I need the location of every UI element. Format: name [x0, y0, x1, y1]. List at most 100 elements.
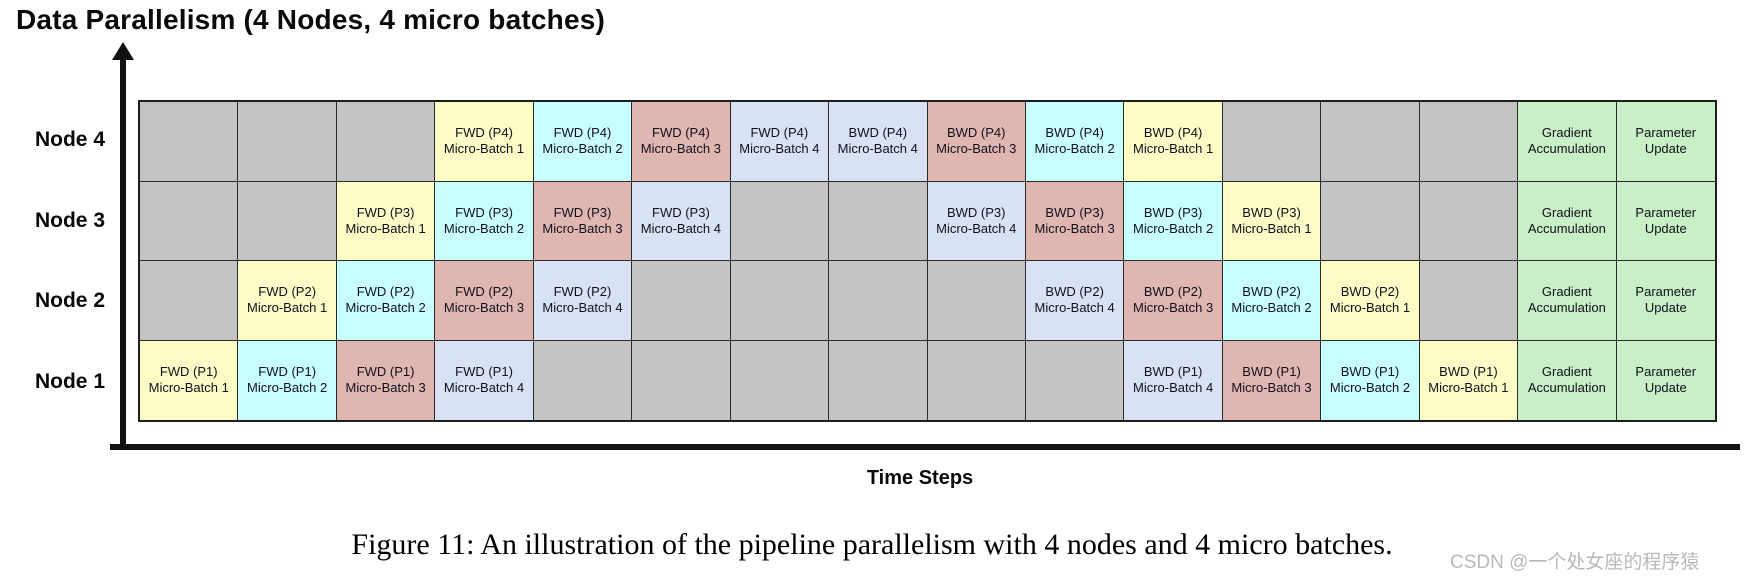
task-line2: Micro-Batch 1	[247, 300, 328, 316]
task-line1: Gradient	[1541, 125, 1592, 141]
task-line2: Micro-Batch 4	[443, 380, 525, 396]
task-line2: Micro-Batch 4	[936, 220, 1017, 236]
task-line1: BWD (P4)	[946, 125, 1006, 141]
task-line2: Micro-Batch 1	[148, 380, 229, 396]
task-line2: Micro-Batch 4	[1034, 300, 1115, 316]
task-line1: FWD (P2)	[356, 284, 415, 300]
task-line1: FWD (P3)	[455, 204, 513, 220]
task-line2: Accumulation	[1527, 141, 1606, 157]
task-cell: FWD (P3) Micro-Batch 1	[336, 181, 436, 261]
task-line2: Update	[1644, 141, 1687, 157]
task-cell: Gradient Accumulation	[1518, 181, 1617, 261]
task-cell: FWD (P3) Micro-Batch 4	[632, 181, 731, 261]
task-line2: Update	[1644, 300, 1687, 316]
idle-cell	[927, 340, 1026, 420]
task-line1: BWD (P4)	[1045, 125, 1104, 141]
task-cell: BWD (P1) Micro-Batch 2	[1321, 340, 1420, 420]
idle-cell	[140, 181, 239, 261]
task-cell: FWD (P2) Micro-Batch 2	[336, 261, 436, 341]
row-label-node-2: Node 2	[34, 289, 105, 313]
chart-title: Data Parallelism (4 Nodes, 4 micro batch…	[16, 4, 606, 35]
idle-cell	[336, 102, 436, 182]
x-axis-line	[110, 444, 1740, 450]
task-cell: FWD (P2) Micro-Batch 4	[533, 261, 633, 341]
task-line2: Accumulation	[1527, 300, 1606, 316]
idle-cell	[730, 340, 830, 420]
idle-cell	[238, 181, 337, 261]
pipeline-schedule-grid: FWD (P4) Micro-Batch 1 FWD (P4) Micro-Batch…	[138, 100, 1717, 422]
task-line2: Micro-Batch 1	[345, 220, 426, 236]
task-line1: BWD (P1)	[1439, 364, 1498, 380]
idle-cell	[730, 261, 830, 341]
task-line2: Micro-Batch 1	[443, 141, 525, 157]
task-cell: FWD (P2) Micro-Batch 3	[435, 261, 534, 341]
task-line2: Micro-Batch 1	[1329, 300, 1411, 316]
task-line2: Micro-Batch 2	[1034, 141, 1115, 157]
task-line1: BWD (P4)	[1143, 125, 1203, 141]
task-line1: BWD (P2)	[1242, 284, 1301, 300]
idle-cell	[1222, 102, 1322, 182]
task-cell: FWD (P3) Micro-Batch 3	[533, 181, 633, 261]
task-line1: BWD (P1)	[1143, 364, 1203, 380]
idle-cell	[927, 261, 1026, 341]
idle-cell	[238, 102, 337, 182]
idle-cell	[1321, 102, 1420, 182]
task-line1: Gradient	[1541, 364, 1592, 380]
task-cell: BWD (P4) Micro-Batch 4	[829, 102, 928, 182]
idle-cell	[1025, 340, 1125, 420]
idle-cell	[829, 340, 928, 420]
task-line1: FWD (P2)	[258, 284, 317, 300]
task-cell: BWD (P2) Micro-Batch 3	[1124, 261, 1223, 341]
task-line1: BWD (P1)	[1340, 364, 1400, 380]
x-axis-title: Time Steps	[866, 467, 974, 489]
task-line2: Micro-Batch 4	[1132, 380, 1214, 396]
task-line1: BWD (P2)	[1340, 284, 1400, 300]
task-line1: Parameter	[1635, 284, 1697, 300]
y-axis-line	[120, 58, 126, 448]
idle-cell	[829, 261, 928, 341]
task-cell: BWD (P4) Micro-Batch 2	[1025, 102, 1125, 182]
task-cell: FWD (P4) Micro-Batch 4	[730, 102, 830, 182]
task-line2: Accumulation	[1527, 220, 1606, 236]
task-line2: Micro-Batch 4	[837, 141, 918, 157]
task-line1: BWD (P3)	[1045, 204, 1104, 220]
task-line1: FWD (P4)	[553, 125, 612, 141]
task-line1: BWD (P4)	[848, 125, 908, 141]
row-label-node-1: Node 1	[34, 369, 105, 393]
task-cell: BWD (P2) Micro-Batch 1	[1321, 261, 1420, 341]
task-cell: FWD (P1) Micro-Batch 1	[140, 340, 239, 420]
task-line2: Micro-Batch 2	[1329, 380, 1411, 396]
idle-cell	[1419, 261, 1519, 341]
task-line1: BWD (P2)	[1143, 284, 1203, 300]
idle-cell	[140, 102, 239, 182]
task-line1: FWD (P1)	[356, 364, 415, 380]
task-line1: FWD (P3)	[553, 204, 612, 220]
task-cell: FWD (P3) Micro-Batch 2	[435, 181, 534, 261]
task-line2: Micro-Batch 3	[1034, 220, 1115, 236]
task-cell: Parameter Update	[1616, 181, 1715, 261]
figure-caption: Figure 11: An illustration of the pipeli…	[351, 528, 1393, 561]
idle-cell	[1321, 181, 1420, 261]
task-line2: Micro-Batch 2	[1231, 300, 1312, 316]
task-line1: BWD (P3)	[946, 204, 1006, 220]
task-line2: Micro-Batch 3	[443, 300, 525, 316]
task-line2: Micro-Batch 1	[1428, 380, 1509, 396]
idle-cell	[533, 340, 633, 420]
task-line2: Micro-Batch 3	[1231, 380, 1312, 396]
task-cell: FWD (P4) Micro-Batch 3	[632, 102, 731, 182]
task-line1: FWD (P4)	[750, 125, 809, 141]
task-line1: FWD (P4)	[455, 125, 513, 141]
task-line2: Micro-Batch 1	[1231, 220, 1312, 236]
task-line1: Parameter	[1635, 364, 1697, 380]
row-label-node-3: Node 3	[34, 208, 105, 232]
task-line1: FWD (P3)	[356, 204, 415, 220]
task-line1: FWD (P2)	[455, 284, 513, 300]
task-line1: BWD (P2)	[1045, 284, 1104, 300]
task-cell: BWD (P1) Micro-Batch 3	[1222, 340, 1322, 420]
task-line2: Micro-Batch 3	[345, 380, 426, 396]
task-line2: Micro-Batch 4	[542, 300, 623, 316]
task-line1: BWD (P3)	[1242, 204, 1301, 220]
task-line1: Parameter	[1635, 204, 1697, 220]
idle-cell	[829, 181, 928, 261]
task-line2: Micro-Batch 2	[345, 300, 426, 316]
